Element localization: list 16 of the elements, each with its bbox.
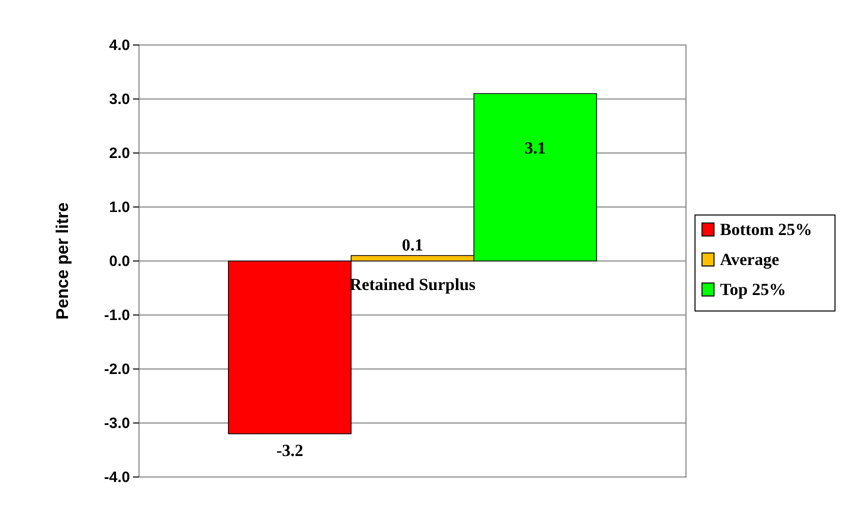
y-tick-label: -4.0 [104, 468, 130, 486]
data-label: -3.2 [276, 440, 304, 460]
y-tick-label: 1.0 [109, 198, 130, 216]
legend-label: Bottom 25% [720, 220, 812, 239]
legend-label: Top 25% [720, 280, 786, 299]
data-label: 0.1 [402, 236, 424, 255]
y-tick-label: 3.0 [109, 90, 130, 108]
y-tick-label: -1.0 [104, 306, 130, 324]
y-tick-label: 2.0 [109, 144, 130, 162]
y-tick-label: -2.0 [104, 360, 130, 378]
y-tick-label: 4.0 [109, 36, 130, 54]
data-label: 3.1 [524, 138, 546, 158]
y-tick-label: -3.0 [104, 414, 130, 432]
y-axis-title: Pence per litre [53, 202, 72, 320]
legend-label: Average [720, 250, 780, 269]
y-tick-label: 0.0 [109, 252, 130, 270]
